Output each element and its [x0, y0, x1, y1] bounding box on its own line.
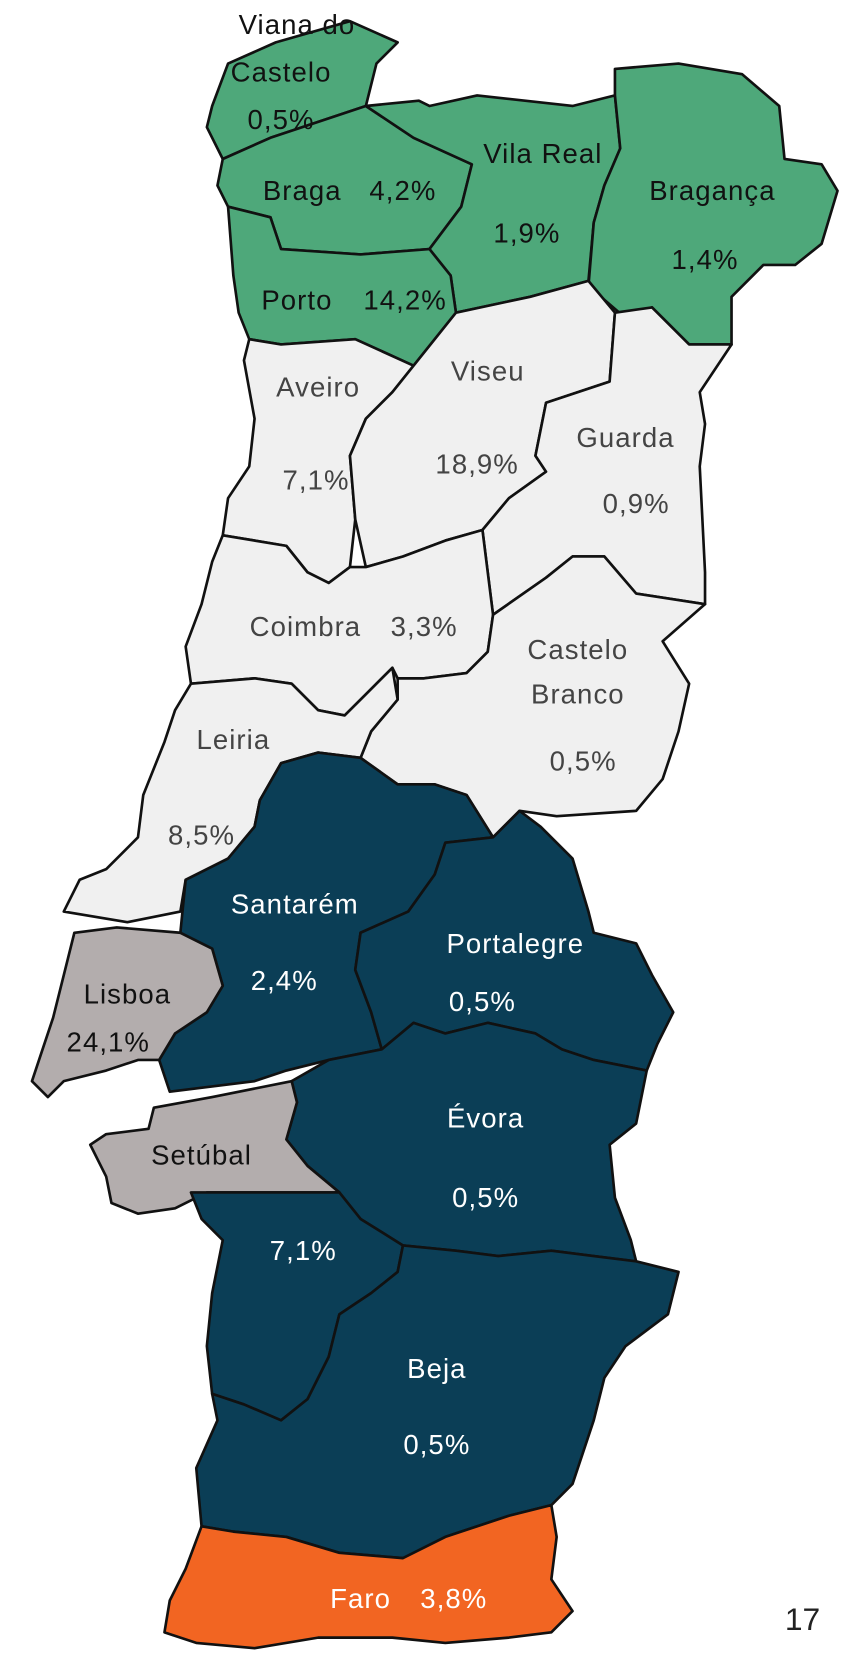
district-name: Évora — [447, 1103, 524, 1134]
district-name: Guarda — [576, 422, 674, 453]
district-name: Branco — [531, 679, 625, 710]
district-viana — [205, 19, 399, 161]
district-value: 1,4% — [672, 244, 739, 275]
district-name: Braga — [263, 175, 342, 206]
district-value: 7,1% — [270, 1235, 337, 1266]
district-value: 0,5% — [403, 1429, 470, 1460]
page-number: 17 — [785, 1601, 820, 1637]
district-value: 24,1% — [67, 1026, 150, 1057]
district-name: Beja — [407, 1353, 466, 1384]
district-value: 0,5% — [449, 986, 516, 1017]
district-name: Castelo — [527, 634, 628, 665]
district-braganca — [587, 62, 839, 346]
districts — [30, 19, 839, 1650]
district-value: 2,4% — [251, 965, 318, 996]
district-value: 0,5% — [248, 104, 315, 135]
district-faro — [163, 1503, 574, 1650]
district-name: Santarém — [231, 889, 359, 920]
district-value: 8,5% — [168, 820, 235, 851]
district-value: 4,2% — [369, 175, 436, 206]
district-name: Faro — [330, 1583, 391, 1614]
district-value: 7,1% — [283, 465, 350, 496]
district-name: Leiria — [196, 724, 270, 755]
labels: Viana do Castelo 0,5% Braga 4,2% Vila Re… — [67, 9, 821, 1637]
district-value: 1,9% — [493, 218, 560, 249]
district-value: 3,3% — [391, 611, 458, 642]
district-value: 3,8% — [420, 1583, 487, 1614]
district-name: Viana do — [239, 9, 356, 40]
district-name: Coimbra — [250, 611, 362, 642]
district-name: Setúbal — [151, 1140, 252, 1171]
district-setubal-north — [88, 1079, 341, 1215]
district-value: 0,5% — [550, 745, 617, 776]
district-value: 0,9% — [603, 488, 670, 519]
district-lisboa — [30, 926, 225, 1099]
district-value: 14,2% — [363, 284, 446, 315]
district-name: Porto — [261, 284, 332, 315]
district-name: Viseu — [451, 355, 525, 386]
district-name: Vila Real — [483, 138, 602, 169]
district-value: 18,9% — [435, 449, 518, 480]
district-name: Aveiro — [276, 371, 360, 402]
district-name: Bragança — [649, 175, 775, 206]
district-name: Castelo — [231, 56, 332, 87]
district-name: Lisboa — [84, 979, 172, 1010]
district-value: 0,5% — [452, 1182, 519, 1213]
district-name: Portalegre — [446, 928, 584, 959]
